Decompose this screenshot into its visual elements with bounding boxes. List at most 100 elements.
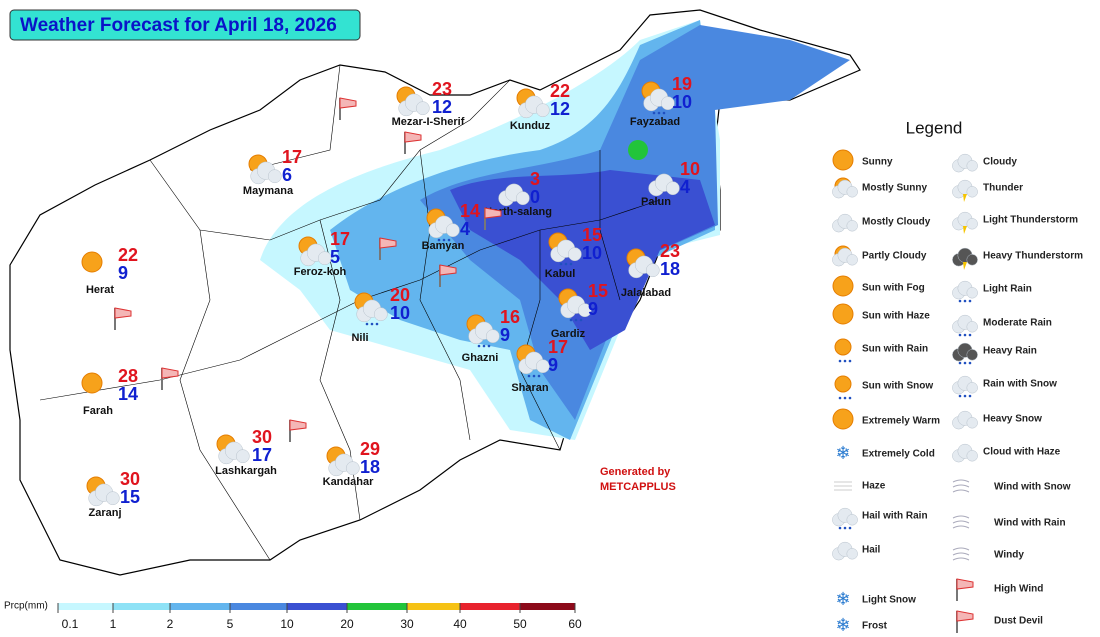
city-max-temp: 19 [672,74,692,94]
cloud-part [966,321,978,333]
legend-label: Heavy Snow [983,414,1042,425]
legend-label: Windy [994,550,1024,561]
cloud-part [966,287,978,299]
cloud-icon [518,95,550,119]
cloud-icon [952,153,978,173]
wind-line [952,525,970,529]
city-min-temp: 9 [500,325,510,345]
cloud-icon [643,88,675,112]
wind-sock [484,207,502,219]
city-max-temp: 3 [530,169,540,189]
cloud-icon [832,247,858,267]
city-min-temp: 18 [360,457,380,477]
cloud-icon [498,183,530,207]
legend-label: Dust Devil [994,616,1043,627]
rain-drop [574,318,578,322]
legend-label: Sun with Fog [862,283,925,294]
city-max-temp: 17 [548,337,568,357]
rain-drop [532,374,536,378]
rain-drop [958,299,962,303]
legend-label: Frost [862,621,888,632]
cloud-part [660,96,675,111]
cloud-part [846,548,858,560]
legend-label: Thunder [983,183,1023,194]
wind-line [952,479,970,483]
city-name: Fayzabad [630,116,680,128]
city-name: Mezar-I-Sherif [392,116,465,128]
title-box [9,9,361,41]
cloud-icon [250,161,282,185]
cloud-part [966,218,978,230]
cloud-icon [518,351,550,375]
credit: METCAPPLUS [600,481,676,493]
city-max-temp: 28 [118,366,138,386]
wind-line [952,484,970,488]
city-min-temp: 9 [548,355,558,375]
rain-drop [963,394,967,398]
cloud-part [966,417,978,429]
cloud-part [966,382,978,394]
wind-line [952,557,970,561]
province-borders [39,64,661,561]
city-min-temp: 10 [672,92,692,112]
legend-label: Moderate Rain [983,318,1052,329]
city-min-temp: 12 [550,99,570,119]
city-min-temp: 5 [330,247,340,267]
rain-drop [843,396,847,400]
cloud-icon [952,314,978,334]
cloud-part [846,186,858,198]
rain-drop [662,111,666,115]
city-name: Sharan [511,382,549,394]
cloud-icon [952,443,978,463]
legend-label: Hail [862,545,881,556]
rain-drop [958,333,962,337]
cloud-part [846,220,858,232]
rain-drop [482,344,486,348]
cloud-part [535,359,550,374]
rain-drop [963,333,967,337]
wind-sock [289,419,307,431]
rain-drop [652,111,656,115]
rain-drop [564,262,568,266]
cloud-part [317,251,332,266]
legend-label: Wind with Snow [994,482,1071,493]
cloud-part [966,254,978,266]
wind-line [952,520,970,524]
legend-label: Sunny [862,157,893,168]
wind-line [952,515,970,519]
legend-label: Heavy Thunderstorm [983,251,1083,262]
cloud-icon [560,295,592,319]
legend-label: Partly Cloudy [862,251,927,262]
wind-sock [379,237,397,249]
sun-icon [834,338,852,356]
sun-icon [832,149,854,171]
colorbar-tick-label: 0.1 [62,617,79,631]
rain-drop [838,526,842,530]
rain-drop [968,394,972,398]
city-min-temp: 14 [118,384,138,404]
legend-label: Light Rain [983,284,1032,295]
legend-label: Light Thunderstorm [983,215,1078,226]
cloud-part [373,307,388,322]
city-name: Ghazni [462,352,499,364]
legend-label: Rain with Snow [983,379,1057,390]
city-min-temp: 9 [118,263,128,283]
legend-label: Cloudy [983,157,1017,168]
city-min-temp: 10 [390,303,410,323]
city-max-temp: 17 [282,147,302,167]
sun-icon [834,375,852,393]
cloud-icon [952,247,978,267]
rain-drop [838,359,842,363]
bolt [963,262,967,270]
cloud-part [567,247,582,262]
city-name: Jalalabad [621,287,671,299]
rain-drop [569,318,573,322]
sun-icon [832,303,854,325]
city-min-temp: 17 [252,445,272,465]
rain-drop [963,299,967,303]
city-max-temp: 23 [660,241,680,261]
rain-drop [579,318,583,322]
sun-icon [832,408,854,430]
legend-label: Extremely Cold [862,449,935,460]
city-max-temp: 17 [330,229,350,249]
